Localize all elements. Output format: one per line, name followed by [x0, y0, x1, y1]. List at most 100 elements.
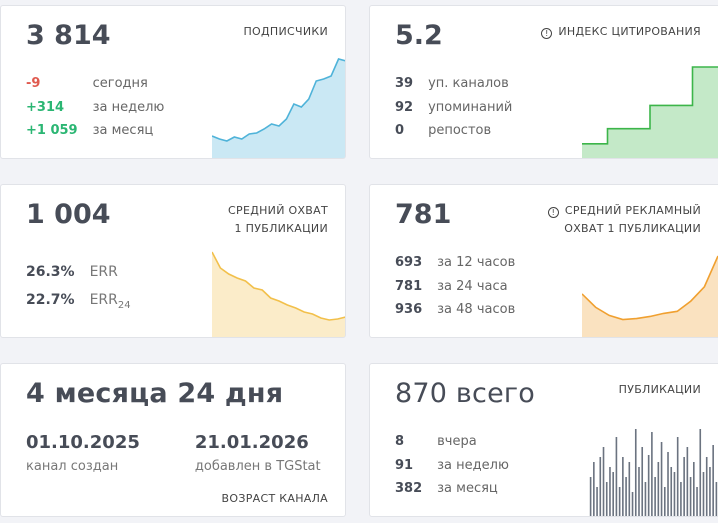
bar: [712, 445, 714, 516]
stat-label: за месяц: [93, 121, 165, 141]
stats: 8 вчера 91 за неделю 382 за месяц: [395, 432, 509, 499]
card: 870 всего ПУБЛИКАЦИИ 8 вчера 91 за неделю 38…: [369, 363, 718, 517]
bar: [667, 452, 669, 516]
stat-value: 26.3%: [26, 264, 75, 280]
bar: [663, 487, 666, 516]
sparkline: [212, 251, 345, 337]
card-value: 870 всего: [395, 378, 535, 409]
stat-label: ERR24: [90, 291, 131, 315]
stat-label: за неделю: [437, 456, 509, 476]
card-title: ! ИНДЕКС ЦИТИРОВАНИЯ: [541, 23, 701, 41]
bar: [612, 472, 614, 516]
card-title: ВОЗРАСТ КАНАЛА: [221, 492, 328, 505]
stats: 693 за 12 часов 781 за 24 часа 936 за 48 часо…: [395, 253, 515, 320]
bar: [689, 477, 692, 516]
card-title: ПУБЛИКАЦИИ: [618, 383, 701, 396]
title-line: СРЕДНИЙ ОХВАТ: [228, 204, 328, 217]
bar: [602, 447, 605, 516]
stat-label: репостов: [428, 121, 512, 141]
title-line: ОХВАТ 1 ПУБЛИКАЦИИ: [564, 222, 701, 235]
stat-label-text: за неделю: [437, 457, 509, 473]
stat-label-text: за месяц: [437, 481, 498, 496]
card: 4 месяца 24 дня 01.10.2025 канал создан 2…: [0, 363, 346, 517]
info-icon[interactable]: !: [541, 28, 553, 39]
spark-line: [582, 255, 718, 321]
spark-line: [212, 251, 345, 321]
stat-label: за 24 часа: [437, 277, 515, 297]
bar: [676, 437, 679, 516]
stat-value: 22.7%: [26, 291, 75, 308]
spark-line: [582, 66, 718, 145]
stat-label-text: за месяц: [92, 123, 154, 138]
card-value: 1 004: [26, 199, 111, 230]
stat-label: за месяц: [437, 479, 509, 499]
bar: [660, 442, 663, 516]
stat-label: ERR: [90, 263, 131, 283]
spark-line: [212, 58, 345, 142]
date-label: канал создан: [26, 459, 119, 474]
info-icon[interactable]: !: [547, 207, 559, 218]
stat-label-sub: 24: [117, 299, 131, 311]
card-title: ! СРЕДНИЙ РЕКЛАМНЫЙ ОХВАТ 1 ПУБЛИКАЦИИ: [547, 202, 701, 238]
card-value: 5.2: [395, 20, 443, 51]
bar: [631, 492, 634, 516]
stat-value: 91: [395, 457, 414, 473]
bar: [705, 457, 708, 516]
stat-value: 382: [395, 481, 423, 496]
stat-label: за 48 часов: [437, 300, 515, 320]
bar: [625, 477, 627, 516]
bar: [628, 462, 631, 516]
title-line: 1 ПУБЛИКАЦИИ: [234, 222, 328, 235]
stat-label: упоминаний: [428, 98, 512, 118]
title-text: СРЕДНИЙ РЕКЛАМНЫЙ: [564, 204, 701, 217]
stat-label-text: вчера: [437, 434, 477, 449]
bar: [622, 457, 624, 516]
stat-label-text: за 12 часов: [437, 255, 516, 270]
bar: [599, 457, 602, 516]
bar: [605, 482, 608, 516]
bar: [683, 457, 685, 516]
bar: [644, 482, 647, 516]
stats: 26.3% ERR 22.7% ERR24: [26, 263, 131, 315]
bar: [702, 472, 705, 516]
stat-label-text: уп. каналов: [428, 76, 509, 91]
date-value: 01.10.2025: [26, 432, 140, 453]
bar: [699, 429, 702, 516]
card-title: СРЕДНИЙ ОХВАТ 1 ПУБЛИКАЦИИ: [228, 202, 328, 238]
bar: [634, 429, 637, 516]
date-value: 21.01.2026: [194, 432, 309, 453]
bar: [696, 487, 698, 516]
stat-label: за неделю: [93, 98, 165, 118]
card-title: ПОДПИСЧИКИ: [243, 25, 328, 38]
bar: [593, 462, 595, 516]
spark-area: [582, 256, 718, 337]
stat-label-text: ERR: [89, 291, 118, 308]
sparkline: [582, 66, 718, 158]
bar: [618, 487, 621, 516]
stat-label-text: сегодня: [92, 76, 148, 91]
bar: [654, 477, 656, 516]
card: 1 004 СРЕДНИЙ ОХВАТ 1 ПУБЛИКАЦИИ 26.3% ERR…: [0, 184, 346, 338]
bar: [673, 472, 676, 516]
bar: [596, 487, 598, 516]
stat-label: вчера: [437, 432, 509, 452]
sparkline: [212, 58, 345, 158]
bar: [686, 447, 689, 516]
card: 5.2 ! ИНДЕКС ЦИТИРОВАНИЯ 39 уп. каналов 92 у…: [369, 5, 718, 159]
stat-label: сегодня: [93, 74, 165, 94]
date-label: добавлен в TGStat: [194, 459, 321, 474]
sparkline: [589, 429, 718, 516]
bar: [670, 467, 673, 516]
bar: [641, 447, 644, 516]
stat-label-text: упоминаний: [428, 99, 513, 115]
card-value: 3 814: [26, 20, 111, 51]
stat-value: -9: [26, 76, 41, 91]
bar: [638, 467, 640, 516]
stat-value: 781: [395, 278, 423, 294]
stat-label: уп. каналов: [428, 74, 512, 94]
stat-label: за 12 часов: [437, 253, 515, 273]
bar: [680, 482, 682, 516]
stat-label-text: за неделю: [92, 99, 165, 115]
title-line: ! СРЕДНИЙ РЕКЛАМНЫЙ: [547, 202, 701, 220]
